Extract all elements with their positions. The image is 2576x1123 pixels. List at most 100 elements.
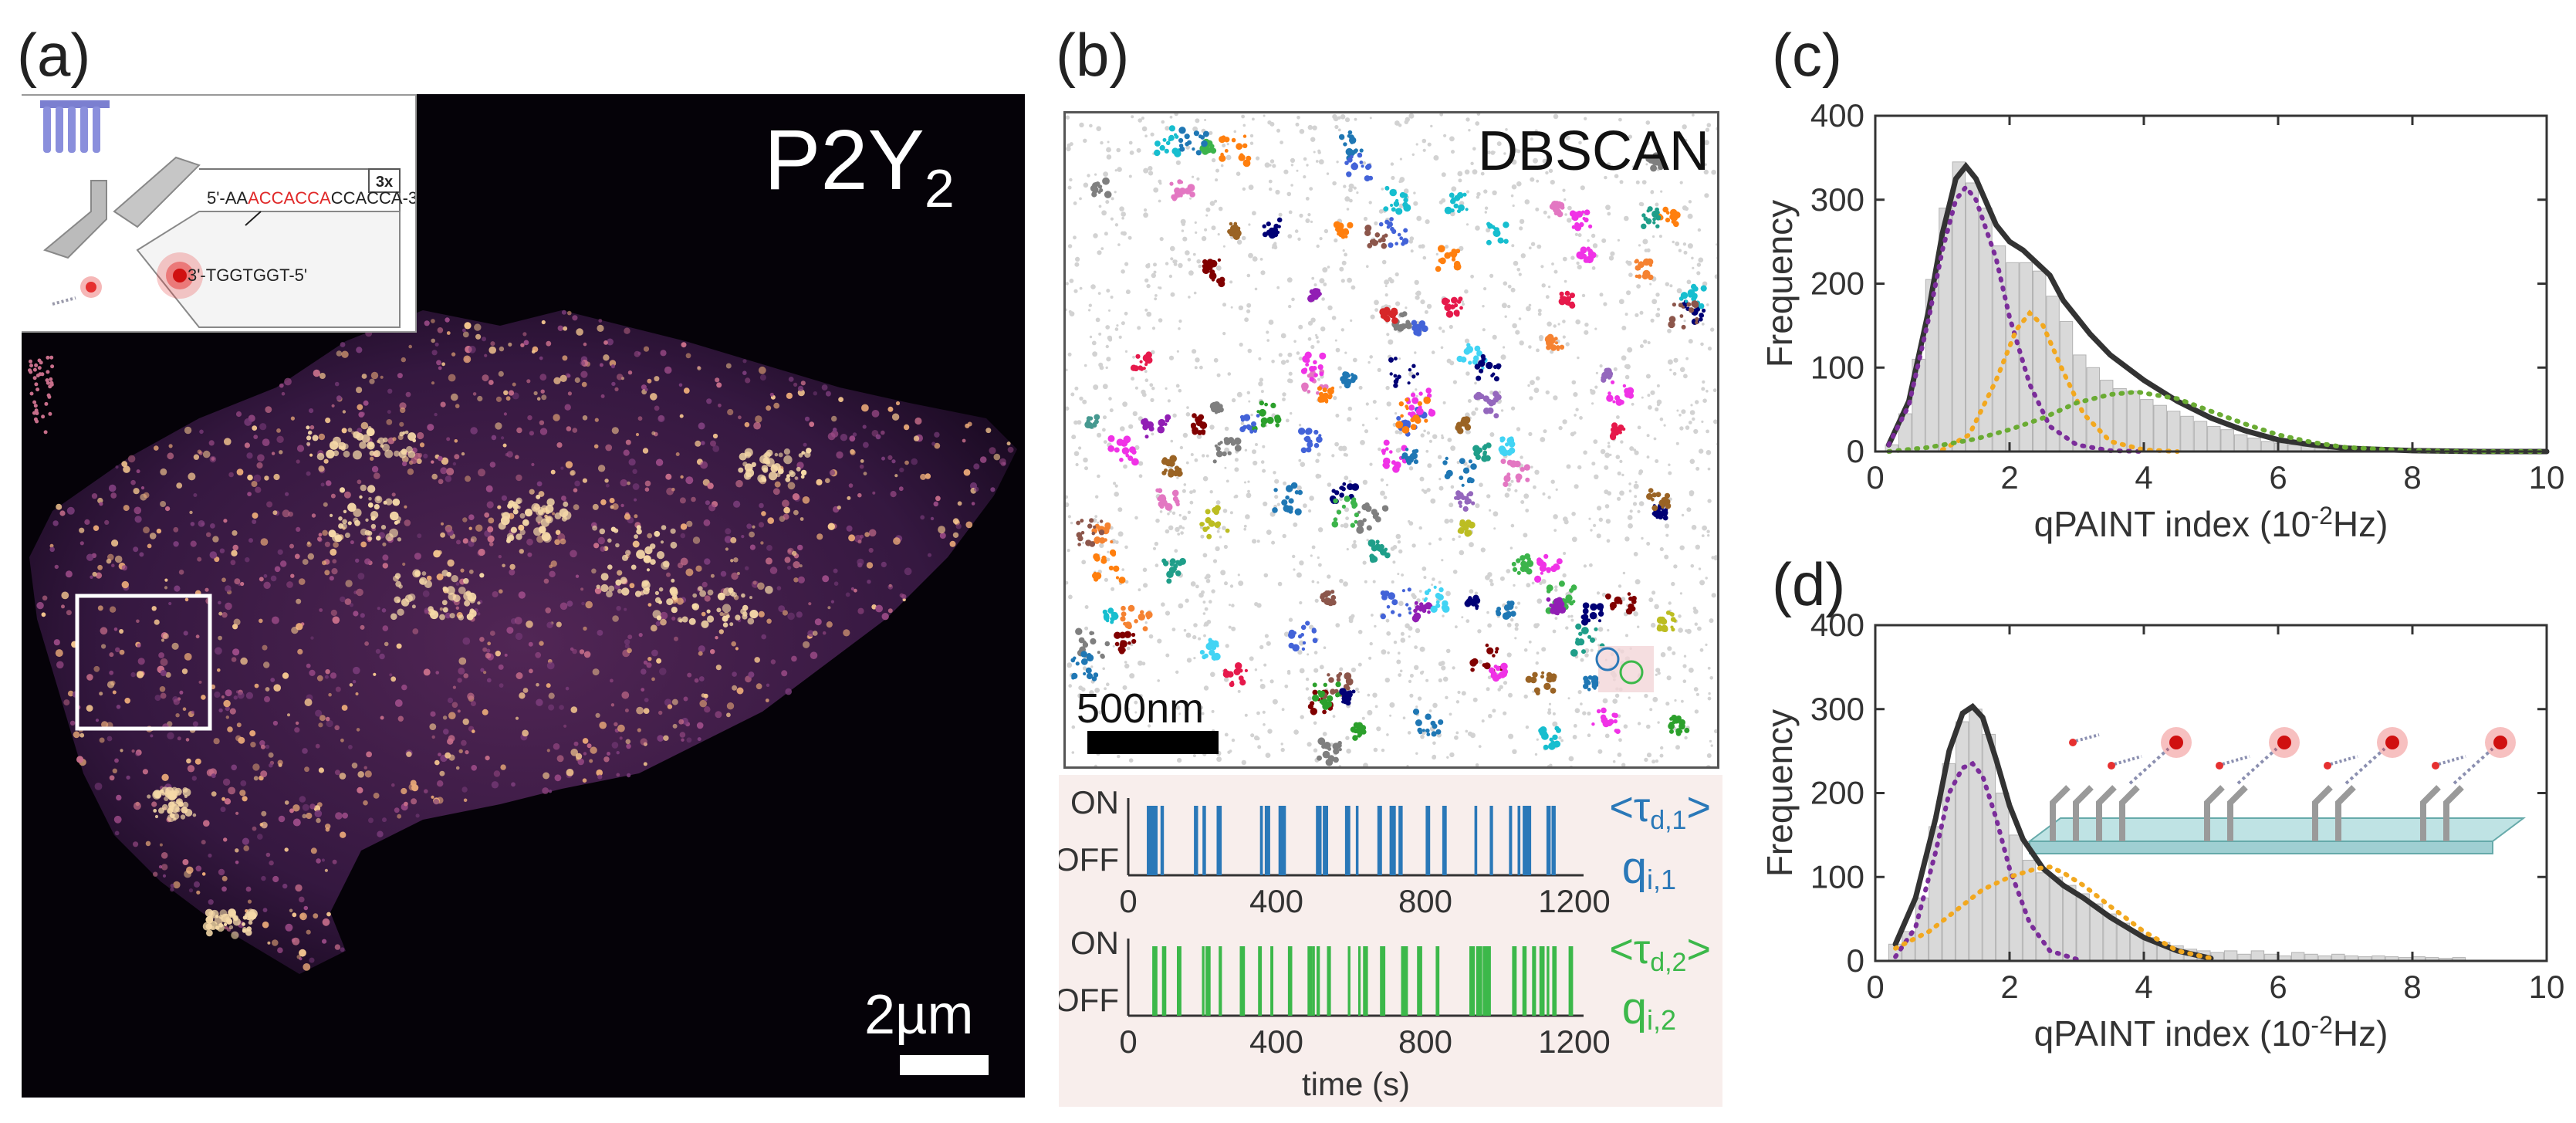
binding-event: [1541, 946, 1545, 1016]
trace-1-q-label: qi,1: [1622, 843, 1676, 895]
binding-event: [1517, 806, 1521, 875]
binding-event: [1547, 946, 1550, 1016]
binding-event: [1287, 946, 1293, 1016]
histogram-bar: [2274, 442, 2288, 452]
binding-event: [1526, 806, 1532, 875]
y-tick-label: 200: [1810, 775, 1864, 811]
binding-event: [1270, 946, 1273, 1016]
x-tick-label: 4: [2135, 459, 2152, 496]
binding-event: [1347, 946, 1351, 1016]
binding-event: [1152, 946, 1158, 1016]
x-tick-label: 2: [2000, 969, 2018, 1005]
y-tick-label: 0: [1847, 942, 1864, 979]
binding-event: [1523, 806, 1528, 875]
docking-sequence: 5'-AAACCACCACCACCA-3': [207, 188, 415, 208]
binding-event: [1533, 946, 1536, 1016]
binding-event: [1435, 946, 1440, 1016]
binding-event: [1202, 806, 1206, 875]
binding-event: [1218, 806, 1222, 875]
binding-event: [1486, 946, 1491, 1016]
binding-event: [1358, 946, 1361, 1016]
histogram-bars: [1885, 161, 2422, 452]
trace-1: ON OFF <τd,1> qi,1 0 400 800 1200: [1054, 784, 1711, 919]
binding-event: [1280, 806, 1286, 875]
binding-event: [1425, 806, 1431, 875]
panel-a-microscopy-image: 3x 5'-AAACCACCACCACCA-3' 3'-TGGTGGT-5' P…: [22, 94, 1025, 1098]
histogram-bar: [1955, 721, 1969, 962]
trace-1-events: [1147, 806, 1556, 875]
cluster-1-circle[interactable]: [1595, 647, 1620, 671]
y-tick-label: 300: [1810, 691, 1864, 727]
binding-event: [1327, 946, 1331, 1016]
trace-2-events: [1152, 946, 1574, 1016]
y-tick-label: 100: [1810, 858, 1864, 895]
scale-bar-label-b: 500nm: [1077, 685, 1205, 732]
binding-event: [1489, 806, 1493, 875]
cluster-2-circle[interactable]: [1619, 660, 1644, 685]
binding-event: [1482, 946, 1486, 1016]
dbscan-label: DBSCAN: [1477, 120, 1709, 182]
binding-event: [1512, 946, 1515, 1016]
binding-event: [1147, 806, 1152, 875]
binding-event: [1194, 806, 1198, 875]
x-tick-label: 8: [2403, 969, 2421, 1005]
fit-curve-total-fit: [1892, 702, 2214, 962]
histogram-bar: [1982, 733, 1996, 962]
trace-xlabel: time (s): [1302, 1066, 1410, 1102]
binding-event: [1568, 946, 1574, 1016]
fit-curve-component-3: [1886, 389, 2549, 454]
trace-1-on-label: ON: [1070, 784, 1119, 820]
histogram-bar: [2220, 429, 2234, 452]
histogram-bar: [2290, 952, 2305, 962]
binding-event: [1264, 806, 1270, 875]
copies-badge: 3x: [376, 174, 393, 191]
fit-curve-component-2: [1940, 310, 2180, 454]
histogram-bar: [2140, 399, 2154, 452]
binding-event: [1401, 946, 1405, 1016]
trace-2: ON OFF <τd,2> qi,2 0 400 800 1200 time (…: [1054, 925, 1711, 1102]
histogram-bar: [2063, 885, 2077, 962]
histogram-bar: [2207, 425, 2221, 452]
x-tick-label: 0: [1866, 969, 1884, 1005]
panel-b-cluster-map: DBSCAN 500nm: [1063, 111, 1719, 769]
x-tick-label: 8: [2403, 459, 2421, 496]
histogram-bar: [2006, 262, 2020, 452]
histogram-bar: [2223, 950, 2238, 962]
binding-event: [1403, 946, 1408, 1016]
histogram-bar: [2086, 367, 2101, 452]
binding-event: [1476, 946, 1480, 1016]
binding-event: [1219, 946, 1222, 1016]
binding-event: [1160, 806, 1165, 875]
histogram-bar: [2167, 411, 2181, 452]
fit-curve-component-1: [1893, 760, 2079, 962]
trace-2-tau-label: <τd,2>: [1609, 926, 1711, 977]
x-tick-label: 6: [2269, 969, 2287, 1005]
histogram-bar: [2234, 434, 2248, 452]
histogram-bar: [2260, 441, 2275, 452]
histogram-bar: [1969, 709, 1983, 962]
binding-event: [1239, 946, 1246, 1016]
histogram-bar: [1992, 245, 2006, 452]
panel-label-a: (a): [17, 21, 91, 89]
histogram-bar: [2049, 876, 2064, 962]
y-tick-label: 100: [1810, 349, 1864, 385]
trace-1-off-label: OFF: [1059, 841, 1119, 878]
roi-box[interactable]: [75, 594, 212, 731]
surface-schematic: [2027, 727, 2526, 854]
binding-event: [1177, 946, 1182, 1016]
scale-bar-b: [1087, 731, 1219, 754]
binding-event: [1153, 806, 1158, 875]
y-tick-label: 200: [1810, 266, 1864, 302]
cell-body: [29, 310, 1017, 974]
panel-label-c: (c): [1772, 21, 1842, 89]
y-axis-label: Frequency: [1760, 200, 1800, 367]
trace-2-xticks: 0 400 800 1200: [1119, 1023, 1610, 1060]
imager-sequence: 3'-TGGTGGT-5': [188, 266, 307, 285]
fit-curve-component-1: [1886, 183, 2146, 454]
binding-event: [1258, 946, 1263, 1016]
x-tick-label: 6: [2269, 459, 2287, 496]
